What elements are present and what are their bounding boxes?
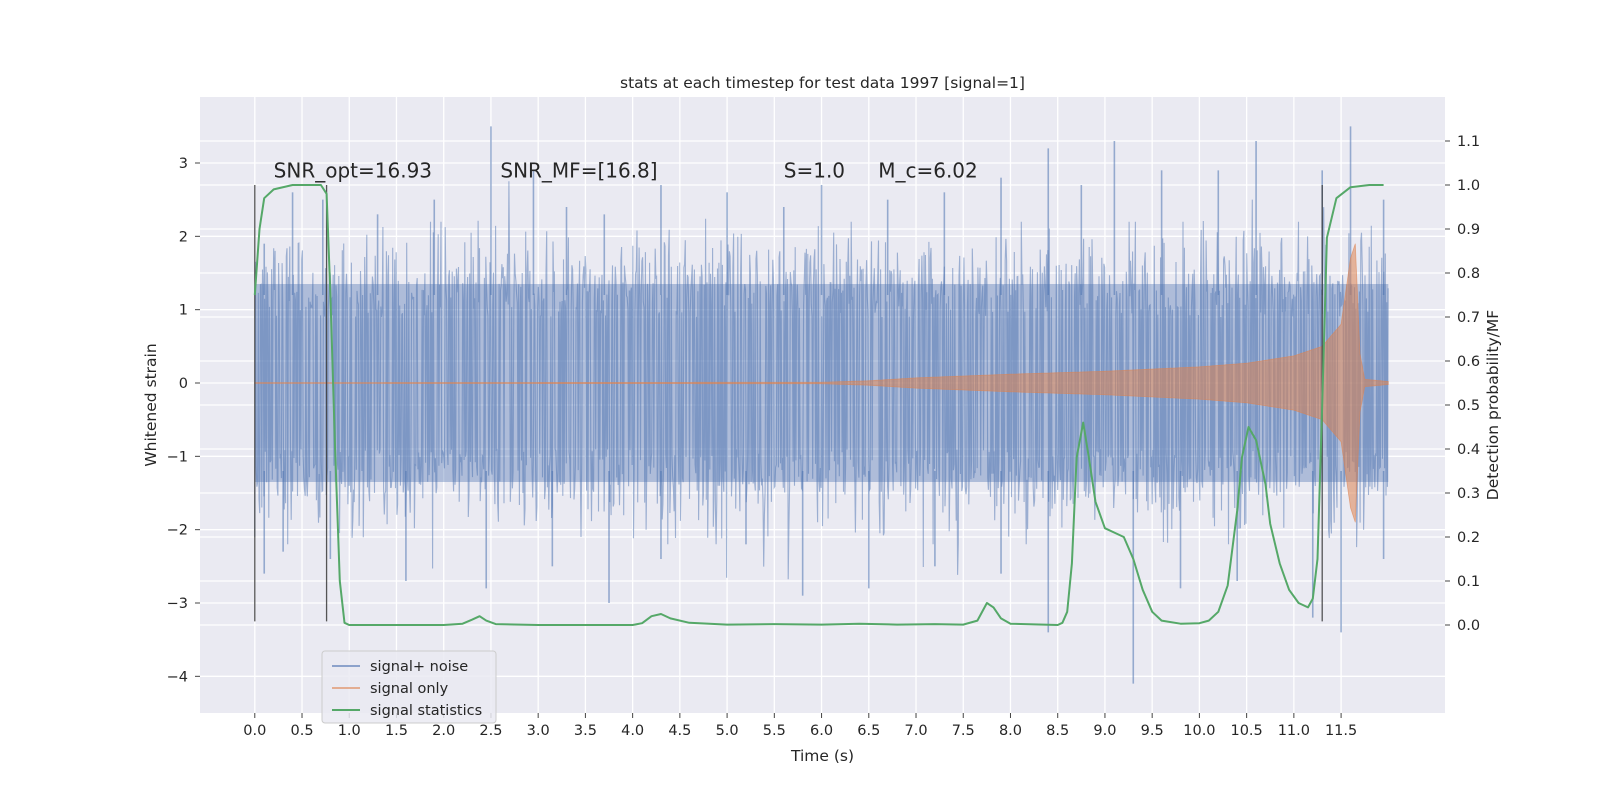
statistics-line (253, 184, 1384, 626)
right-tick-label: 0.3 (1457, 486, 1480, 502)
x-tick-label: 2.0 (432, 723, 455, 739)
x-tick-label: 1.0 (338, 723, 361, 739)
signal-statistics-series (253, 184, 1384, 626)
x-tick-label: 2.5 (479, 723, 502, 739)
y-tick-label: −1 (167, 449, 188, 465)
x-tick-label: 11.5 (1325, 723, 1357, 739)
right-tick-label: 1.0 (1457, 178, 1480, 194)
x-tick-label: 11.0 (1278, 723, 1310, 739)
right-tick-label: 0.7 (1457, 310, 1480, 326)
right-tick-label: 0.5 (1457, 398, 1480, 414)
legend-box (321, 650, 497, 724)
chirp-envelope (254, 243, 1389, 523)
right-tick-label: 0.1 (1457, 574, 1480, 590)
x-tick-label: 10.0 (1183, 723, 1215, 739)
right-axis-ticks: 1.1 1.0 0.9 0.8 0.7 0.6 0.5 0.4 0.3 0.2 0.1 0.0 (1445, 134, 1480, 634)
x-tick-label: 0.0 (243, 723, 266, 739)
x-tick-label: 5.5 (763, 723, 786, 739)
x-tick-label: 4.0 (621, 723, 644, 739)
right-tick-label: 0.0 (1457, 618, 1480, 634)
y-axis-label: Whitened strain (142, 343, 160, 466)
annotations: SNR_opt=16.93 SNR_MF=[16.8] S=1.0 M_c=6.02 (274, 159, 978, 183)
legend-label: signal only (370, 681, 449, 697)
x-tick-label: 0.5 (290, 723, 313, 739)
x-axis-ticks: 0.0 0.5 1.0 1.5 2.0 2.5 3.0 3.5 4.0 4.5 5.0 5.5 6.0 6… (243, 713, 1357, 739)
annotation-snr-mf: SNR_MF=[16.8] (500, 159, 657, 183)
x-tick-label: 7.5 (952, 723, 975, 739)
x-tick-label: 7.0 (904, 723, 927, 739)
signal-only-series (254, 243, 1389, 523)
x-tick-label: 4.5 (668, 723, 691, 739)
noise-trace (254, 181, 1389, 580)
legend-label: signal+ noise (370, 659, 468, 675)
y-tick-label: −4 (167, 669, 188, 685)
y-tick-label: 0 (179, 376, 188, 392)
x-tick-label: 9.5 (1141, 723, 1164, 739)
legend-label: signal statistics (370, 703, 482, 719)
y-tick-label: −3 (167, 596, 188, 612)
x-tick-label: 1.5 (385, 723, 408, 739)
y-tick-label: 3 (179, 156, 188, 172)
x-tick-label: 10.5 (1230, 723, 1262, 739)
y-axis-ticks: 3 2 1 0 −1 −2 −3 −4 (167, 156, 200, 685)
right-tick-label: 0.8 (1457, 266, 1480, 282)
x-tick-label: 6.0 (810, 723, 833, 739)
right-tick-label: 0.2 (1457, 530, 1480, 546)
right-tick-label: 1.1 (1457, 134, 1480, 150)
x-tick-label: 3.0 (527, 723, 550, 739)
chart-title: stats at each timestep for test data 199… (620, 74, 1025, 92)
x-tick-label: 8.0 (999, 723, 1022, 739)
y-tick-label: 1 (179, 303, 188, 319)
right-tick-label: 0.4 (1457, 442, 1480, 458)
annotation-chirp-mass: M_c=6.02 (878, 159, 978, 183)
x-tick-label: 8.5 (1046, 723, 1069, 739)
y-tick-label: 2 (179, 229, 188, 245)
x-tick-label: 5.0 (716, 723, 739, 739)
x-tick-label: 6.5 (857, 723, 880, 739)
y-tick-label: −2 (167, 523, 188, 539)
annotation-snr-opt: SNR_opt=16.93 (274, 159, 432, 183)
right-axis-label: Detection probability/MF (1484, 310, 1502, 501)
right-tick-label: 0.6 (1457, 354, 1480, 370)
x-tick-label: 3.5 (574, 723, 597, 739)
x-axis-label: Time (s) (790, 747, 854, 765)
legend: signal+ noise signal only signal statistic… (321, 650, 497, 724)
annotation-s-value: S=1.0 (784, 159, 845, 183)
x-tick-label: 9.0 (1093, 723, 1116, 739)
right-tick-label: 0.9 (1457, 222, 1480, 238)
